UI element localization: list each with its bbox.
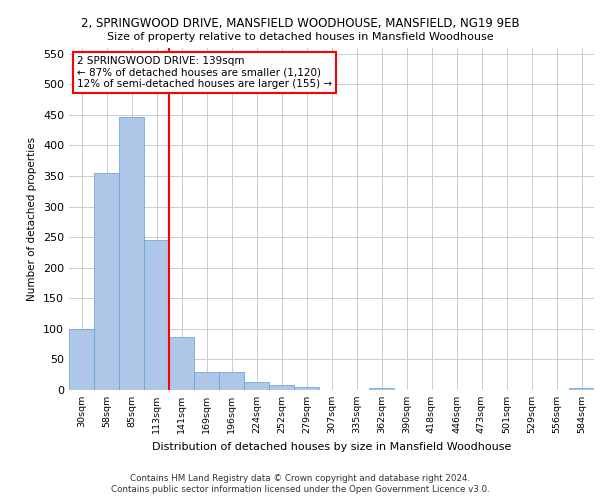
Text: Size of property relative to detached houses in Mansfield Woodhouse: Size of property relative to detached ho… <box>107 32 493 42</box>
Bar <box>244 382 269 390</box>
Bar <box>569 388 594 390</box>
Bar <box>69 329 94 390</box>
Bar <box>194 372 219 390</box>
Text: Contains HM Land Registry data © Crown copyright and database right 2024.
Contai: Contains HM Land Registry data © Crown c… <box>110 474 490 494</box>
Bar <box>369 388 394 390</box>
Bar <box>144 240 169 390</box>
Y-axis label: Number of detached properties: Number of detached properties <box>28 136 37 301</box>
Text: 2, SPRINGWOOD DRIVE, MANSFIELD WOODHOUSE, MANSFIELD, NG19 9EB: 2, SPRINGWOOD DRIVE, MANSFIELD WOODHOUSE… <box>80 18 520 30</box>
Bar <box>269 385 294 390</box>
X-axis label: Distribution of detached houses by size in Mansfield Woodhouse: Distribution of detached houses by size … <box>152 442 511 452</box>
Bar <box>219 372 244 390</box>
Bar <box>294 387 319 390</box>
Text: 2 SPRINGWOOD DRIVE: 139sqm
← 87% of detached houses are smaller (1,120)
12% of s: 2 SPRINGWOOD DRIVE: 139sqm ← 87% of deta… <box>77 56 332 90</box>
Bar <box>94 173 119 390</box>
Bar <box>119 116 144 390</box>
Bar <box>169 338 194 390</box>
